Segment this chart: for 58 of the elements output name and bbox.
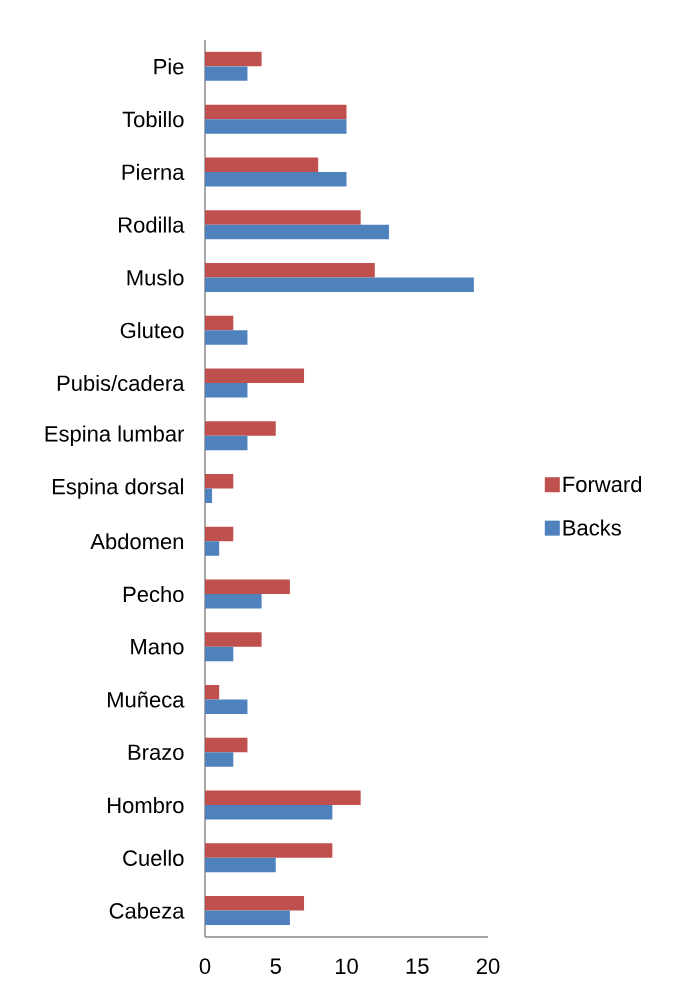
y-tick-label: Brazo	[128, 744, 184, 760]
y-tick-label: Tobillo	[122, 111, 184, 128]
y-tick-label: Pecho	[123, 585, 184, 603]
bar	[205, 737, 248, 753]
bar	[205, 157, 319, 172]
legend-label: Forward	[563, 475, 642, 493]
bar	[205, 382, 248, 398]
bar	[205, 632, 262, 647]
bar	[205, 579, 290, 595]
x-tick-label: 0	[199, 958, 211, 975]
bar	[205, 805, 333, 820]
bar	[205, 685, 220, 700]
y-tick-label: Abdomen	[90, 533, 184, 550]
bar	[205, 910, 290, 926]
x-tick-label: 10	[335, 958, 358, 975]
bar	[205, 541, 220, 556]
bar	[205, 646, 234, 662]
bar	[205, 224, 389, 240]
bar	[205, 104, 347, 120]
bar	[205, 488, 213, 503]
x-tick-label: 5	[270, 958, 281, 974]
bar	[205, 262, 375, 278]
y-tick-label: Muslo	[127, 269, 184, 286]
bar	[205, 790, 361, 806]
y-tick-label: Espina dorsal	[52, 478, 183, 499]
legend-label: Backs	[563, 519, 621, 536]
bar	[205, 843, 333, 858]
bar	[205, 699, 248, 715]
bar	[205, 277, 474, 292]
bar	[205, 315, 234, 331]
y-tick-label: Cabeza	[109, 902, 185, 919]
y-tick-label: Muñeca	[108, 691, 185, 708]
bar	[205, 435, 248, 451]
bar	[205, 594, 262, 609]
bar	[205, 857, 276, 873]
y-tick-label: Pubis/cadera	[57, 374, 185, 392]
bar	[205, 171, 347, 187]
bar	[205, 526, 234, 542]
bar	[205, 473, 234, 489]
y-tick-label: Cuello	[123, 849, 184, 866]
y-tick-label: Hombro	[108, 797, 184, 814]
bar	[205, 66, 248, 81]
y-tick-label: Pie	[154, 58, 184, 75]
y-tick-label: Espina lumbar	[45, 425, 185, 446]
y-tick-label: Gluteo	[120, 322, 184, 339]
bar	[205, 368, 305, 383]
bar	[205, 752, 234, 767]
bar	[205, 896, 305, 911]
bar	[205, 210, 361, 225]
bar	[205, 119, 347, 134]
y-tick-label: Pierna	[122, 163, 185, 180]
bar	[205, 51, 262, 67]
y-tick-label: Mano	[131, 639, 184, 655]
bar	[205, 330, 248, 345]
y-tick-label: Rodilla	[119, 216, 185, 233]
x-tick-label: 20	[476, 958, 500, 975]
bar	[205, 421, 276, 436]
x-tick-label: 15	[406, 958, 429, 974]
